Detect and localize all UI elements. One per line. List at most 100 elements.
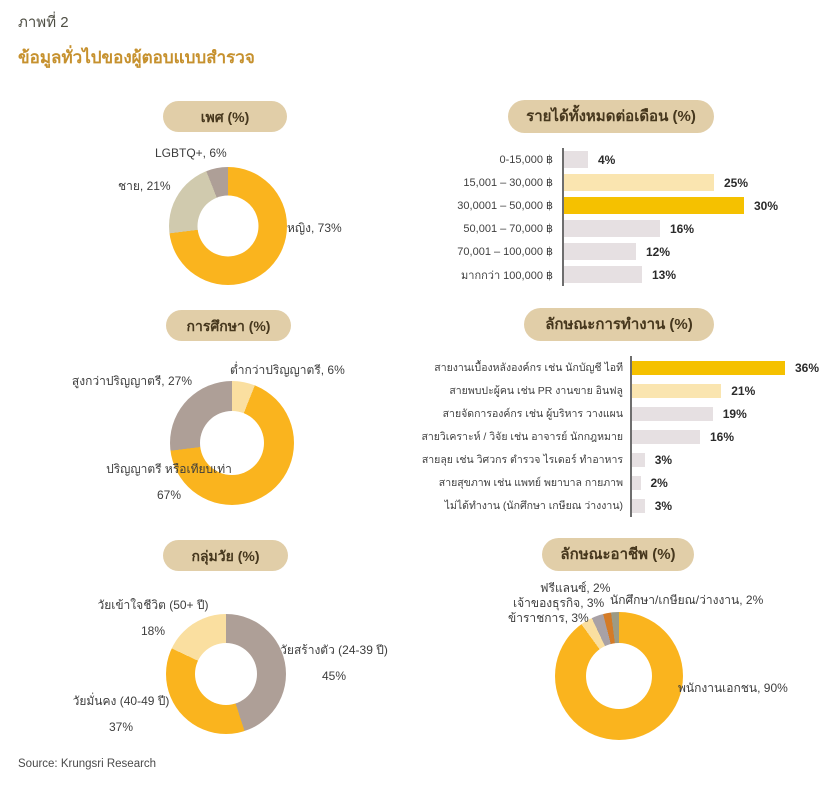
bar	[564, 197, 744, 214]
age-label-24-39-text: วัยสร้างตัว (24-39 ปี)	[280, 643, 388, 657]
bar-plot-area: 4%	[562, 148, 830, 171]
occupation-label-student-retired: นักศึกษา/เกษียณ/ว่างงาน, 2%	[610, 593, 764, 607]
bar	[632, 360, 785, 375]
worktype-bar-row: สายพบปะผู้คน เช่น PR งานขาย อินฟลู 21%	[440, 379, 840, 402]
bar-category-label: ไม่ได้ทำงาน (นักศึกษา เกษียณ ว่างงาน)	[444, 500, 623, 512]
bar-plot-area: 12%	[562, 240, 830, 263]
bar	[632, 452, 645, 467]
occupation-label-civil-servant: ข้าราชการ, 3%	[508, 611, 589, 625]
bar	[632, 406, 713, 421]
occupation-label-freelance: ฟรีแลนซ์, 2%	[540, 581, 611, 595]
source-note: Source: Krungsri Research	[18, 758, 157, 770]
age-label-40-49-value: 37%	[108, 720, 134, 734]
bar-category-label: สายลุย เช่น วิศวกร ตำรวจ ไรเดอร์ ทำอาหาร	[421, 454, 623, 466]
income-bar-row: 50,001 – 70,000 ฿ 16%	[420, 217, 830, 240]
income-bar-chart: 0-15,000 ฿ 4% 15,001 – 30,000 ฿ 25% 30,0001 …	[420, 148, 830, 286]
bar-category-label: สายจัดการองค์กร เช่น ผู้บริหาร วางแผน	[442, 408, 623, 420]
worktype-bar-chart: สายงานเบื้องหลังองค์กร เช่น นักบัญชี ไอท…	[421, 356, 840, 517]
age-label-40-49: วัยมั่นคง (40-49 ปี) 37%	[70, 688, 172, 740]
bar-plot-area: 30%	[562, 194, 830, 217]
education-label-bachelor-value: 67%	[156, 488, 182, 502]
income-bar-row: 30,0001 – 50,000 ฿ 30%	[420, 194, 830, 217]
age-label-50plus-text: วัยเข้าใจชีวิต (50+ ปี)	[97, 598, 209, 612]
bar-value-label: 25%	[724, 175, 749, 190]
gender-label-female: หญิง, 73%	[287, 221, 342, 235]
education-chart-title: การศึกษา (%)	[166, 310, 291, 341]
bar-plot-area: 19%	[630, 402, 840, 425]
age-label-24-39: วัยสร้างตัว (24-39 ปี) 45%	[278, 637, 390, 689]
bar-value-label: 16%	[670, 221, 695, 236]
education-label-below-bachelor: ต่ำกว่าปริญญาตรี, 6%	[230, 363, 345, 377]
worktype-bar-row: สายสุขภาพ เช่น แพทย์ พยาบาล กายภาพ 2%	[438, 471, 840, 494]
bar	[564, 174, 714, 191]
donut-hole	[195, 643, 257, 705]
bar-plot-area: 13%	[562, 263, 830, 286]
bar-value-label: 36%	[795, 360, 820, 375]
age-donut-chart	[166, 614, 286, 734]
income-bar-row: 0-15,000 ฿ 4%	[420, 148, 830, 171]
worktype-chart-title: ลักษณะการทำงาน (%)	[524, 308, 714, 341]
bar-category-label: 0-15,000 ฿	[499, 154, 553, 166]
income-bar-row: มากกว่า 100,000 ฿ 13%	[420, 263, 830, 286]
income-chart-title: รายได้ทั้งหมดต่อเดือน (%)	[508, 100, 714, 133]
bar-value-label: 4%	[598, 152, 616, 167]
bar-plot-area: 25%	[562, 171, 830, 194]
bar-value-label: 19%	[722, 406, 747, 421]
income-bar-row: 70,001 – 100,000 ฿ 12%	[420, 240, 830, 263]
occupation-chart-title: ลักษณะอาชีพ (%)	[542, 538, 694, 571]
age-label-50plus: วัยเข้าใจชีวิต (50+ ปี) 18%	[94, 592, 212, 644]
bar-category-label: สายวิเคราะห์ / วิจัย เช่น อาจารย์ นักกฎห…	[421, 431, 623, 443]
bar	[632, 475, 641, 490]
worktype-bar-row: สายจัดการองค์กร เช่น ผู้บริหาร วางแผน 19%	[440, 402, 840, 425]
bar-plot-area: 21%	[630, 379, 840, 402]
age-label-40-49-text: วัยมั่นคง (40-49 ปี)	[72, 694, 170, 708]
bar	[632, 429, 700, 444]
figure-number: ภาพที่ 2	[18, 14, 69, 31]
page-title: ข้อมูลทั่วไปของผู้ตอบแบบสำรวจ	[18, 48, 255, 67]
bar-category-label: 70,001 – 100,000 ฿	[457, 246, 553, 258]
occupation-label-private-employee: พนักงานเอกชน, 90%	[678, 681, 788, 695]
bar	[564, 266, 642, 283]
donut-hole	[200, 411, 264, 475]
bar-category-label: 50,001 – 70,000 ฿	[463, 223, 553, 235]
donut-hole	[586, 643, 652, 709]
bar-value-label: 3%	[654, 498, 673, 513]
bar-value-label: 12%	[646, 244, 671, 259]
bar	[632, 498, 645, 513]
bar-plot-area: 2%	[630, 471, 840, 494]
bar-category-label: สายพบปะผู้คน เช่น PR งานขาย อินฟลู	[449, 385, 623, 397]
income-bar-row: 15,001 – 30,000 ฿ 25%	[420, 171, 830, 194]
bar	[632, 383, 722, 398]
worktype-bar-row: ไม่ได้ทำงาน (นักศึกษา เกษียณ ว่างงาน) 3%	[440, 494, 840, 517]
education-label-above-bachelor: สูงกว่าปริญญาตรี, 27%	[71, 374, 192, 388]
bar-value-label: 21%	[731, 383, 756, 398]
bar-plot-area: 16%	[562, 217, 830, 240]
bar	[564, 220, 660, 237]
education-donut-chart	[170, 381, 294, 505]
education-label-bachelor: ปริญญาตรี หรือเทียบเท่า 67%	[104, 456, 234, 508]
donut-hole	[197, 195, 259, 257]
gender-donut-chart	[169, 167, 287, 285]
bar-category-label: สายสุขภาพ เช่น แพทย์ พยาบาล กายภาพ	[438, 477, 623, 489]
worktype-bar-row: สายวิเคราะห์ / วิจัย เช่น อาจารย์ นักกฎห…	[421, 425, 840, 448]
age-chart-title: กลุ่มวัย (%)	[163, 540, 288, 571]
occupation-donut-chart	[555, 612, 683, 740]
bar-value-label: 16%	[710, 429, 735, 444]
gender-label-lgbtq: LGBTQ+, 6%	[155, 146, 227, 160]
bar-category-label: 15,001 – 30,000 ฿	[463, 177, 553, 189]
bar-category-label: 30,0001 – 50,000 ฿	[457, 200, 553, 212]
bar-plot-area: 3%	[630, 494, 840, 517]
bar-category-label: สายงานเบื้องหลังองค์กร เช่น นักบัญชี ไอท…	[434, 362, 623, 374]
bar-value-label: 30%	[754, 198, 779, 213]
worktype-bar-row: สายงานเบื้องหลังองค์กร เช่น นักบัญชี ไอท…	[434, 356, 840, 379]
education-label-bachelor-text: ปริญญาตรี หรือเทียบเท่า	[106, 462, 232, 476]
bar-plot-area: 3%	[630, 448, 840, 471]
gender-chart-title: เพศ (%)	[163, 101, 287, 132]
gender-label-male: ชาย, 21%	[118, 179, 171, 193]
bar-plot-area: 16%	[630, 425, 840, 448]
age-label-24-39-value: 45%	[321, 669, 347, 683]
bar-value-label: 13%	[652, 267, 677, 282]
bar-value-label: 2%	[650, 475, 668, 490]
age-label-50plus-value: 18%	[140, 624, 166, 638]
